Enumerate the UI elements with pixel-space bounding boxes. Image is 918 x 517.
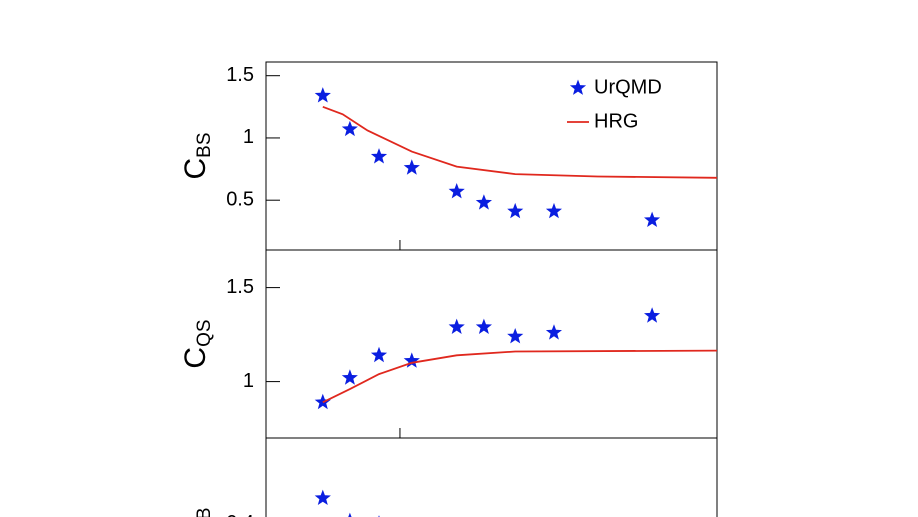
plot-area: [314, 307, 717, 410]
star-marker: [341, 369, 358, 385]
star-marker: [545, 202, 562, 219]
star-marker: [370, 346, 388, 363]
star-marker: [448, 318, 465, 334]
star-marker: [475, 318, 492, 334]
legend-label: HRG: [594, 110, 638, 132]
y-tick-label: 1: [243, 370, 254, 392]
model-line: [322, 349, 717, 404]
star-marker: [314, 87, 331, 103]
y-tick-label: 1.5: [226, 276, 254, 298]
y-axis-title: CBS: [179, 132, 215, 179]
star-marker: [507, 328, 524, 344]
star-marker: [448, 183, 465, 199]
y-axis-title-sub: BS: [194, 132, 215, 157]
star-marker: [403, 352, 420, 368]
star-marker: [341, 120, 358, 137]
y-axis-title-sub: QS: [194, 319, 215, 346]
y-tick-label: 0.5: [226, 188, 254, 210]
model-line: [322, 105, 717, 179]
y-tick-label: 1.5: [226, 64, 254, 86]
y-axis-title-main: C: [179, 347, 212, 369]
legend-marker: [569, 79, 587, 95]
star-marker: [475, 194, 492, 210]
y-axis-title: CQB: [179, 507, 215, 517]
y-axis-title-main: C: [179, 158, 212, 180]
star-marker: [370, 148, 388, 164]
star-marker: [507, 202, 524, 219]
star-marker: [314, 489, 331, 505]
y-tick-label: 0.4: [226, 512, 254, 517]
plot-area: [314, 87, 717, 227]
y-tick-label: 1: [243, 126, 254, 148]
legend-label: UrQMD: [594, 76, 662, 98]
star-marker: [644, 307, 661, 323]
frame: [265, 249, 718, 439]
star-marker: [348, 512, 352, 517]
y-axis-title-sub: QB: [194, 507, 215, 517]
star-marker: [403, 159, 420, 175]
star-marker: [644, 211, 661, 227]
plot-area: [314, 489, 380, 517]
frame: [265, 437, 718, 517]
y-axis-title: CQS: [179, 319, 215, 368]
star-marker: [545, 324, 562, 340]
